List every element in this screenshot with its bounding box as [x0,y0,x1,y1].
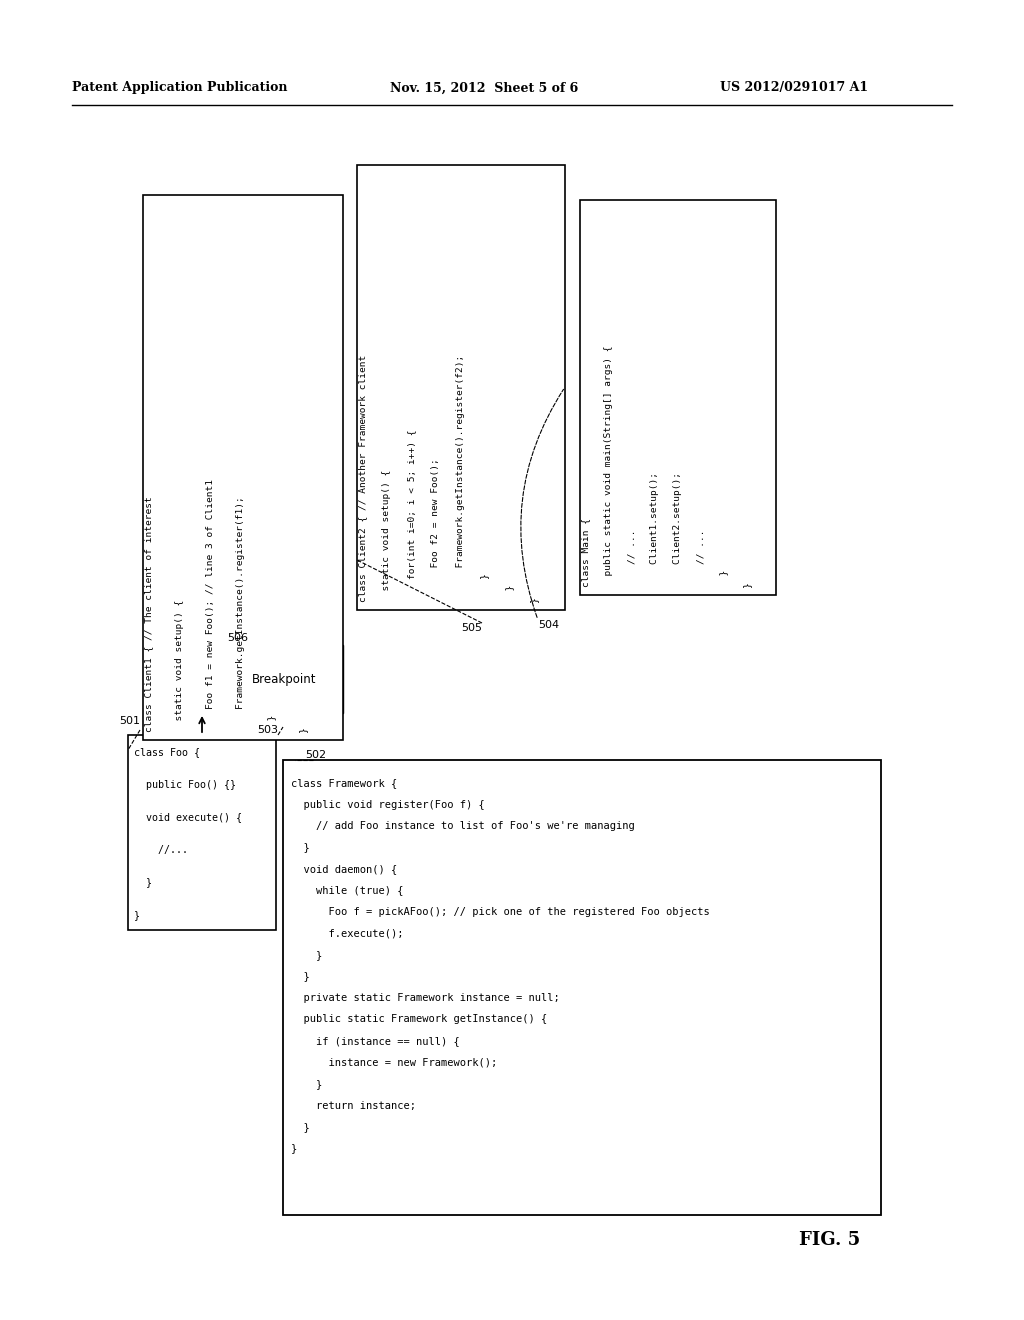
Text: 504: 504 [538,620,559,630]
Bar [357,165,565,610]
Text: Framework.getInstance().register(f1);: Framework.getInstance().register(f1); [237,496,246,733]
Text: Foo f = pickAFoo(); // pick one of the registered Foo objects: Foo f = pickAFoo(); // pick one of the r… [291,907,710,917]
Text: // add Foo instance to list of Foo's we're managing: // add Foo instance to list of Foo's we'… [291,821,635,832]
Text: Foo f2 = new Foo();: Foo f2 = new Foo(); [431,458,440,602]
Text: Breakpoint: Breakpoint [252,672,316,685]
Bar [283,760,881,1214]
Text: Foo f1 = new Foo(); // line 3 of Client1: Foo f1 = new Foo(); // line 3 of Client1 [206,479,215,733]
Text: public Foo() {}: public Foo() {} [134,780,236,789]
Text: public void register(Foo f) {: public void register(Foo f) { [291,800,484,809]
Text: 506: 506 [227,634,248,643]
Text: return instance;: return instance; [291,1101,416,1110]
Text: static void setup() {: static void setup() { [383,470,391,602]
Text: 505: 505 [461,623,482,634]
Text: //...: //... [134,845,188,854]
Text: FIG. 5: FIG. 5 [800,1232,860,1249]
Text: for(int i=0; i < 5; i++) {: for(int i=0; i < 5; i++) { [407,429,416,602]
Text: Framework.getInstance().register(f2);: Framework.getInstance().register(f2); [456,355,465,602]
Text: }: } [505,585,514,602]
Text: class Foo {: class Foo { [134,747,200,756]
Text: // ...: // ... [696,529,706,587]
Text: 502: 502 [305,750,326,760]
Text: }: } [480,573,489,602]
Text: public static Framework getInstance() {: public static Framework getInstance() { [291,1015,547,1024]
Text: class Client2 { // Another Framework client: class Client2 { // Another Framework cli… [358,355,367,602]
Text: }: } [291,1078,323,1089]
Text: }: } [742,581,752,587]
Text: Client1.setup();: Client1.setup(); [650,473,659,587]
Text: }: } [298,726,307,733]
Text: f.execute();: f.execute(); [291,928,403,939]
Text: }: } [291,950,323,960]
Bar [580,201,776,595]
Text: // ...: // ... [627,529,636,587]
Bar [143,195,343,741]
Text: }: } [134,878,152,887]
Text: Nov. 15, 2012  Sheet 5 of 6: Nov. 15, 2012 Sheet 5 of 6 [390,82,579,95]
Text: Client2.setup();: Client2.setup(); [673,473,682,587]
Text: }: } [291,842,309,853]
Text: }: } [719,570,728,587]
Text: }: } [267,714,276,733]
Text: 501: 501 [119,715,140,726]
Text: class Main {: class Main { [581,517,590,587]
Text: }: } [134,909,140,920]
Text: US 2012/0291017 A1: US 2012/0291017 A1 [720,82,868,95]
Text: void daemon() {: void daemon() { [291,865,397,874]
Text: if (instance == null) {: if (instance == null) { [291,1036,460,1045]
Text: while (true) {: while (true) { [291,886,403,895]
Bar [128,735,276,931]
Text: Patent Application Publication: Patent Application Publication [72,82,288,95]
Text: public static void main(String[] args) {: public static void main(String[] args) { [604,346,613,587]
Text: 503: 503 [257,725,278,735]
Text: }: } [291,1143,297,1154]
Text: class Client1 { // The client of interest: class Client1 { // The client of interes… [144,496,153,733]
Bar [225,645,343,713]
Text: void execute() {: void execute() { [134,812,242,822]
Text: instance = new Framework();: instance = new Framework(); [291,1057,498,1068]
Text: private static Framework instance = null;: private static Framework instance = null… [291,993,560,1003]
Text: static void setup() {: static void setup() { [175,599,183,733]
Text: class Framework {: class Framework { [291,777,397,788]
Text: }: } [291,972,309,982]
Text: }: } [529,597,539,602]
Text: }: } [291,1122,309,1133]
